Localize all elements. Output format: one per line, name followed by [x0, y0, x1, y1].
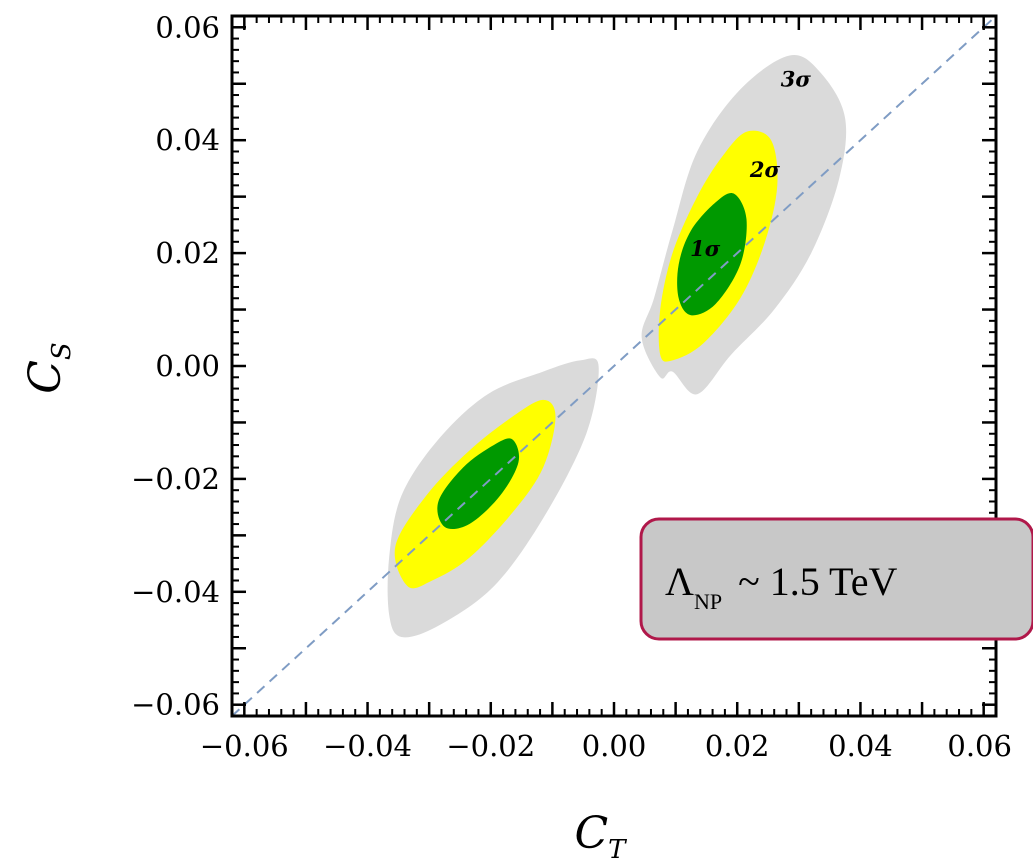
y-tick-label: 0.02 [155, 236, 220, 270]
region-1sigma-5 [437, 438, 520, 530]
callout-text: ~ 1.5 TeV [738, 559, 897, 604]
sigma-label-1: 2σ [749, 157, 781, 182]
x-tick-label: −0.02 [446, 729, 535, 763]
x-axis-title: CT [574, 808, 627, 864]
svg-text:ΛNP~ 1.5 TeV: ΛNP ~ 1.5 TeV [665, 559, 897, 614]
x-axis-title-sub: T [608, 835, 627, 864]
axis-ticks [232, 15, 997, 716]
callout-sub: NP [694, 589, 722, 614]
y-tick-labels: −0.06 −0.04 −0.02 0.00 0.02 0.04 0.06 [131, 10, 220, 721]
reference-diagonal-line [231, 15, 997, 717]
y-tick-label: −0.02 [131, 462, 220, 496]
y-tick-label: 0.06 [155, 10, 220, 44]
x-axis-title-main: C [574, 808, 608, 859]
x-tick-label: −0.04 [323, 729, 412, 763]
y-axis-title-sub: S [47, 342, 77, 360]
y-tick-label: 0.00 [155, 349, 220, 383]
sigma-labels: 3σ 2σ 1σ [690, 67, 811, 261]
y-tick-label: −0.04 [131, 575, 220, 609]
sigma-label-0: 3σ [781, 67, 812, 92]
callout-symbol: Λ [665, 559, 694, 604]
y-axis-title: CS [20, 342, 77, 393]
sigma-label-2: 1σ [690, 236, 721, 261]
y-tick-label: −0.06 [131, 688, 220, 722]
y-axis-title-main: C [20, 360, 71, 394]
x-tick-label: 0.02 [705, 729, 770, 763]
x-tick-label: −0.06 [200, 729, 289, 763]
x-tick-label: 0.00 [582, 729, 647, 763]
svg-text:CS: CS [20, 342, 77, 393]
region-1sigma-4 [677, 193, 747, 316]
x-tick-labels: −0.06 −0.04 −0.02 0.00 0.02 0.04 0.06 [200, 729, 1012, 763]
callout-box [639, 517, 1033, 641]
y-tick-label: 0.04 [155, 123, 220, 157]
lambda-np-callout: ΛNP ~ 1.5 TeV [639, 517, 1033, 641]
x-tick-label: 0.04 [828, 729, 893, 763]
x-tick-label: 0.06 [947, 729, 1012, 763]
